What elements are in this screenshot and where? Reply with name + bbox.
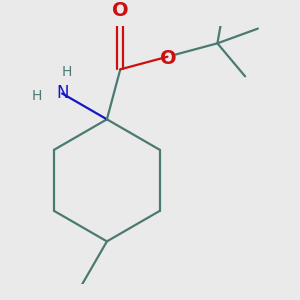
Text: N: N: [56, 84, 68, 102]
Text: O: O: [160, 50, 176, 68]
Text: H: H: [32, 89, 42, 103]
Text: O: O: [112, 1, 129, 20]
Text: H: H: [62, 65, 72, 79]
